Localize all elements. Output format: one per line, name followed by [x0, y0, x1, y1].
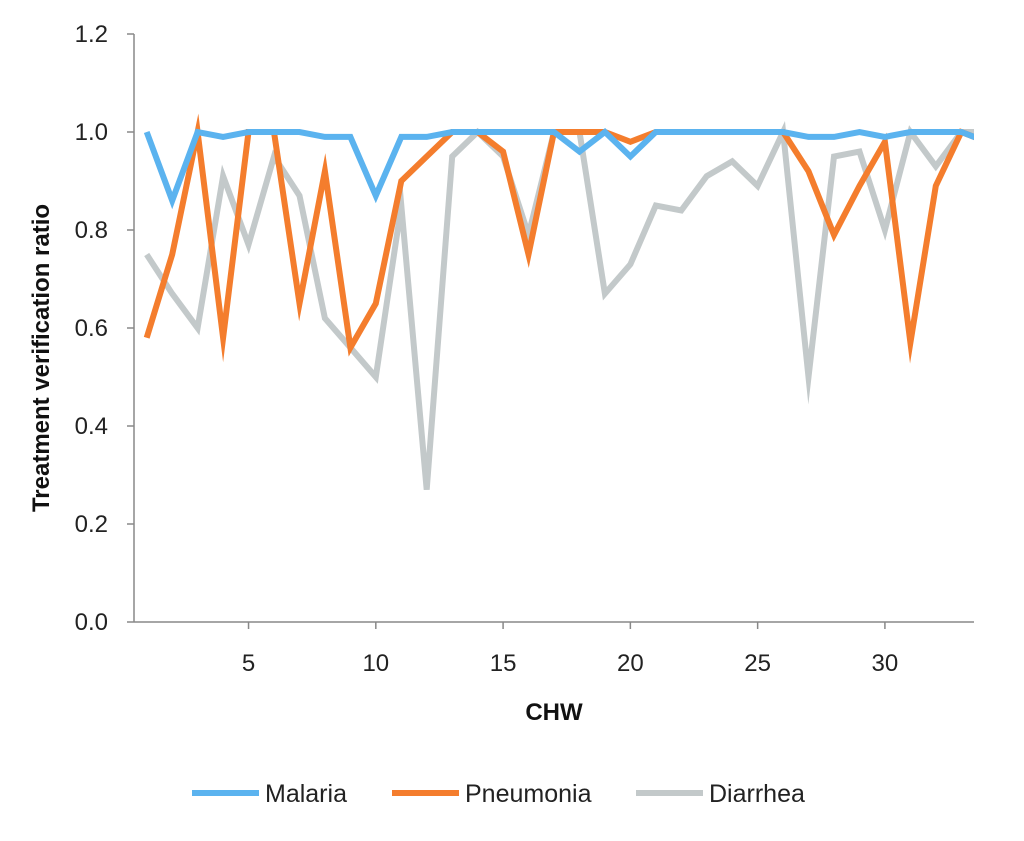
legend-item-malaria: Malaria — [192, 780, 347, 808]
x-tick-label: 5 — [242, 650, 255, 677]
y-tick-label: 1.2 — [75, 21, 108, 48]
y-tick-label: 0.0 — [75, 609, 108, 636]
legend-label: Malaria — [265, 780, 347, 808]
x-axis-title: CHW — [525, 699, 583, 726]
legend-label: Diarrhea — [709, 780, 805, 808]
legend-item-diarrhea: Diarrhea — [636, 780, 805, 808]
y-tick-label: 0.4 — [75, 413, 108, 440]
y-axis-title: Treatment verification ratio — [28, 204, 55, 512]
series-line-pneumonia — [143, 113, 974, 364]
x-tick-label: 20 — [617, 650, 644, 677]
chart-axes — [133, 34, 974, 623]
chart-ticks: 0.0 0.2 0.4 0.6 0.8 1.0 1.2 5 10 15 20 25 30 — [75, 21, 899, 677]
legend-item-pneumonia: Pneumonia — [392, 780, 592, 808]
x-tick-label: 25 — [744, 650, 771, 677]
y-tick-label: 0.6 — [75, 315, 108, 342]
x-tick-label: 30 — [872, 650, 899, 677]
y-tick-label: 0.8 — [75, 217, 108, 244]
legend-label: Pneumonia — [465, 780, 592, 808]
x-tick-label: 10 — [362, 650, 389, 677]
x-tick-label: 15 — [490, 650, 517, 677]
y-tick-label: 0.2 — [75, 511, 108, 538]
series-line-malaria — [143, 128, 974, 210]
y-tick-label: 1.0 — [75, 119, 108, 146]
chart-legend: Malaria Pneumonia Diarrhea — [192, 780, 805, 808]
chart-series — [143, 113, 974, 490]
